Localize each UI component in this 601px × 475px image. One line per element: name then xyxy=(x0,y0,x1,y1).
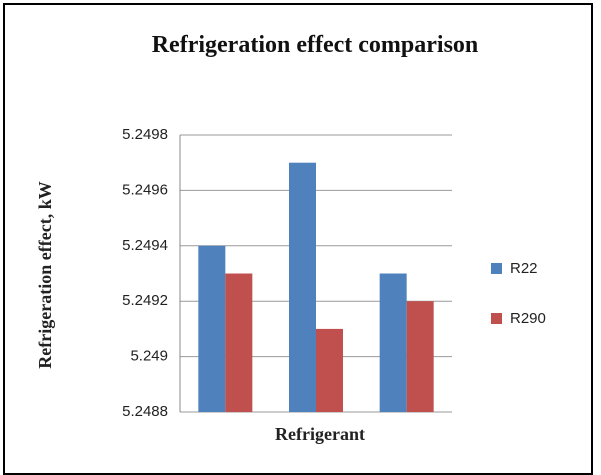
legend-swatch xyxy=(491,313,502,324)
chart-title: Refrigeration effect comparison xyxy=(151,32,479,58)
bar xyxy=(289,162,316,412)
x-axis-label: Refrigerant xyxy=(275,424,365,444)
legend-label: R22 xyxy=(510,260,538,277)
legend-label: R290 xyxy=(510,310,546,327)
y-tick-label: 5.2492 xyxy=(122,292,168,309)
y-tick-label: 5.2498 xyxy=(122,126,168,143)
bar xyxy=(198,245,226,412)
y-tick-label: 5.249 xyxy=(130,348,168,365)
y-axis-label: Refrigeration effect, kW xyxy=(35,181,55,368)
bar xyxy=(316,328,343,412)
bar xyxy=(379,273,407,412)
bar xyxy=(225,273,253,412)
y-tick-label: 5.2496 xyxy=(122,181,168,198)
legend-swatch xyxy=(491,263,502,274)
y-tick-label: 5.2488 xyxy=(122,403,168,420)
bar xyxy=(406,301,434,412)
chart-border xyxy=(3,3,593,475)
y-tick-label: 5.2494 xyxy=(122,237,168,254)
